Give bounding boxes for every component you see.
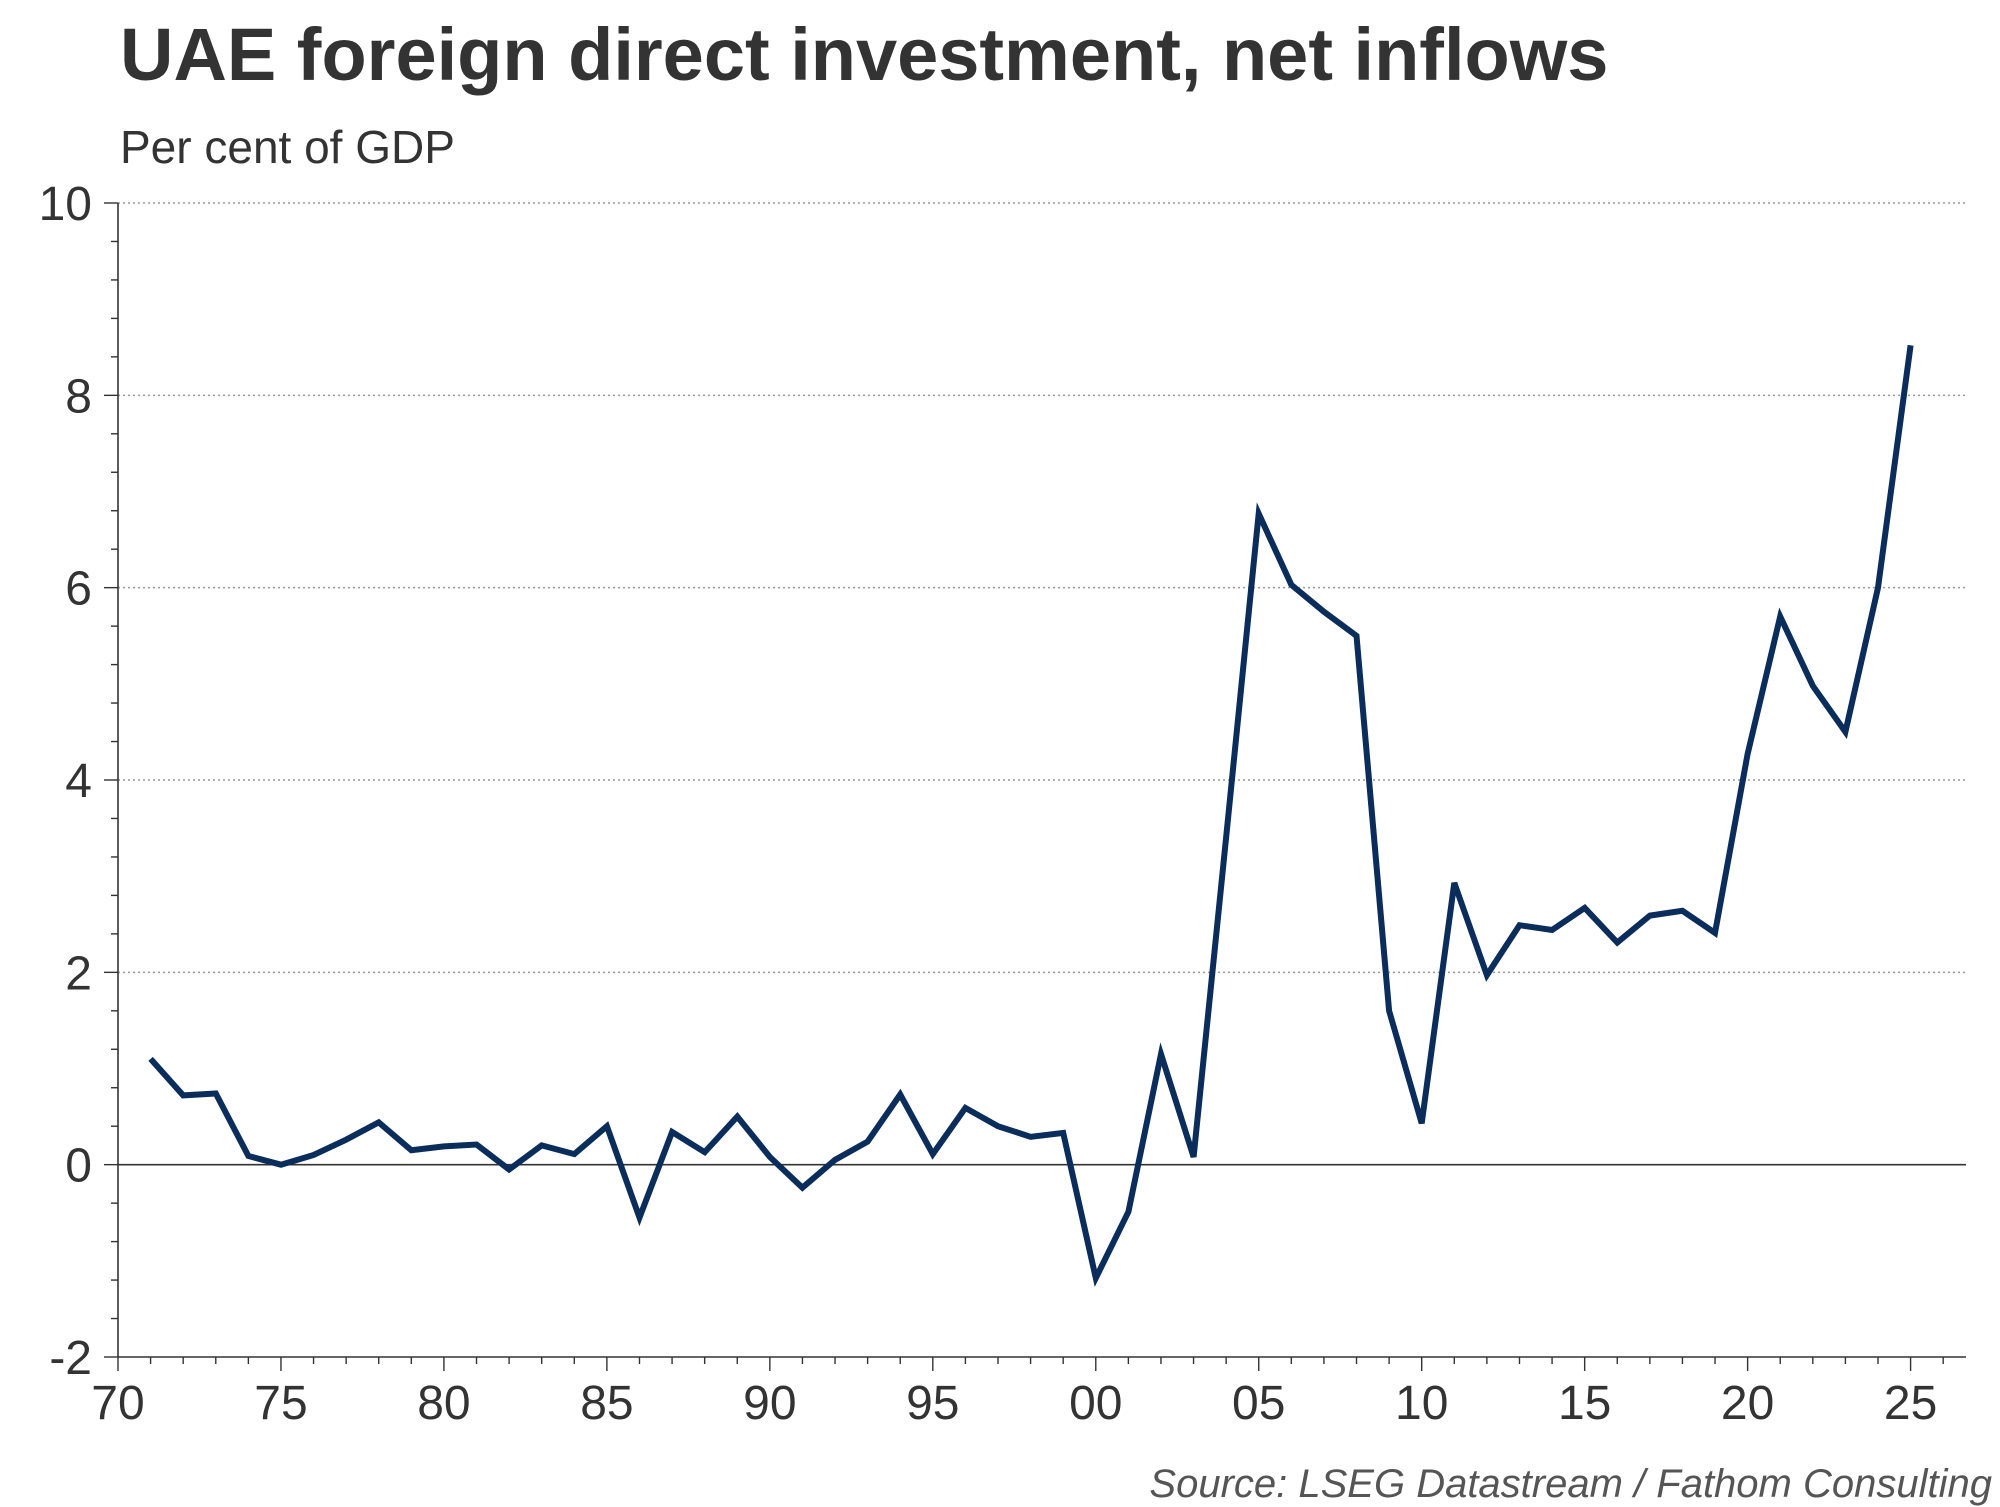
y-tick-label: 0 [65, 1140, 92, 1193]
y-tick-label: 4 [65, 755, 92, 808]
axes [104, 202, 1966, 1371]
x-tick-label: 70 [91, 1377, 144, 1430]
chart-subtitle: Per cent of GDP [120, 121, 455, 173]
series-line [148, 344, 1914, 1288]
y-tick-label: -2 [49, 1332, 92, 1385]
x-tick-label: 95 [906, 1377, 959, 1430]
source-note: Source: LSEG Datastream / Fathom Consult… [1149, 1462, 1992, 1506]
y-tick-label: 8 [65, 370, 92, 423]
x-tick-label: 90 [743, 1377, 796, 1430]
x-tick-label: 80 [417, 1377, 470, 1430]
series-layer [148, 344, 1914, 1288]
tick-labels: -2 0 2 4 6 8 10 70 75 80 85 90 95 00 05 10 15 20 25 [39, 178, 1938, 1430]
y-tick-label: 10 [39, 178, 92, 231]
x-tick-label: 20 [1721, 1377, 1774, 1430]
x-tick-label: 75 [254, 1377, 307, 1430]
y-tick-label: 6 [65, 563, 92, 616]
y-tick-label: 2 [65, 947, 92, 1000]
x-tick-label: 25 [1884, 1377, 1937, 1430]
x-tick-label: 15 [1558, 1377, 1611, 1430]
x-tick-label: 85 [580, 1377, 633, 1430]
gridlines [118, 202, 1966, 1166]
x-tick-label: 05 [1232, 1377, 1285, 1430]
chart-title: UAE foreign direct investment, net inflo… [120, 13, 1609, 96]
x-tick-label: 10 [1395, 1377, 1448, 1430]
x-tick-label: 00 [1069, 1377, 1122, 1430]
